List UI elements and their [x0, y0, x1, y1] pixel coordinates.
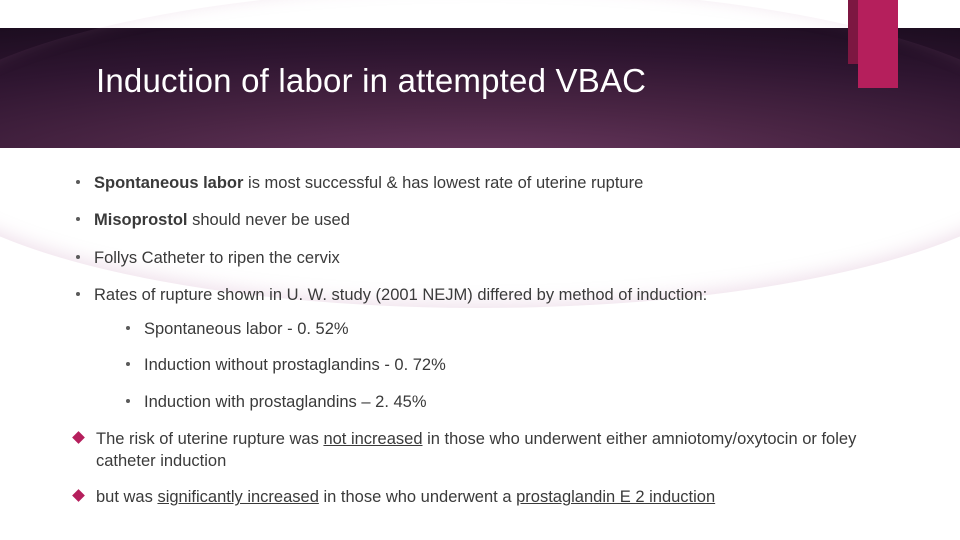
sub-bullet-item: Induction with prostaglandins – 2. 45%: [122, 391, 900, 413]
sub-bullet-item: Induction without prostaglandins - 0. 72…: [122, 354, 900, 376]
sub-bullet-text: Induction without prostaglandins - 0. 72…: [144, 356, 446, 374]
diamond-item: The risk of uterine rupture was not incr…: [72, 428, 900, 473]
bullet-text: Follys Catheter to ripen the cervix: [94, 249, 340, 267]
diamond-item: but was significantly increased in those…: [72, 486, 900, 508]
diamond-text: but was significantly increased in those…: [96, 488, 715, 506]
bullet-dot-icon: [126, 326, 130, 330]
sub-bullet-list: Spontaneous labor - 0. 52% Induction with…: [94, 318, 900, 413]
bullet-dot-icon: [76, 255, 80, 259]
sub-bullet-text: Induction with prostaglandins – 2. 45%: [144, 393, 427, 411]
bullet-text: Misoprostol should never be used: [94, 211, 350, 229]
bullet-text: Spontaneous labor is most successful & h…: [94, 174, 643, 192]
accent-tab: [848, 0, 898, 88]
slide: Induction of labor in attempted VBAC Spo…: [0, 0, 960, 540]
bullet-text: Rates of rupture shown in U. W. study (2…: [94, 286, 707, 304]
diamond-icon: [72, 490, 85, 503]
sub-bullet-text: Spontaneous labor - 0. 52%: [144, 320, 349, 338]
bullet-item: Follys Catheter to ripen the cervix: [72, 247, 900, 269]
diamond-icon: [72, 431, 85, 444]
bullet-list: Spontaneous labor is most successful & h…: [72, 172, 900, 413]
diamond-text: The risk of uterine rupture was not incr…: [96, 430, 856, 470]
bullet-dot-icon: [76, 180, 80, 184]
bullet-dot-icon: [76, 292, 80, 296]
sub-bullet-item: Spontaneous labor - 0. 52%: [122, 318, 900, 340]
slide-content: Spontaneous labor is most successful & h…: [72, 172, 900, 523]
bullet-item: Spontaneous labor is most successful & h…: [72, 172, 900, 194]
accent-tab-front: [858, 0, 898, 88]
diamond-list: The risk of uterine rupture was not incr…: [72, 428, 900, 509]
bullet-dot-icon: [76, 217, 80, 221]
bullet-item: Rates of rupture shown in U. W. study (2…: [72, 284, 900, 413]
bullet-dot-icon: [126, 362, 130, 366]
slide-title: Induction of labor in attempted VBAC: [96, 62, 646, 100]
bullet-item: Misoprostol should never be used: [72, 209, 900, 231]
bullet-dot-icon: [126, 399, 130, 403]
